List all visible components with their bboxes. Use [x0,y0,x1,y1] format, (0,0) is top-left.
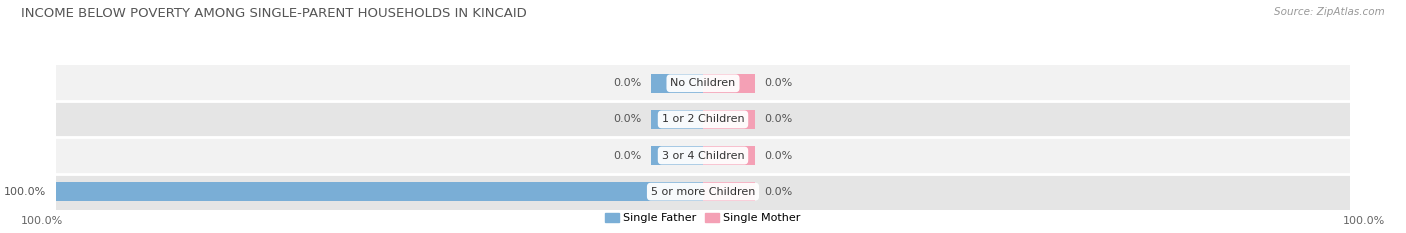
Bar [703,182,755,201]
Text: 1 or 2 Children: 1 or 2 Children [662,114,744,124]
Bar [56,65,1350,101]
Text: Source: ZipAtlas.com: Source: ZipAtlas.com [1274,7,1385,17]
Bar [56,174,1350,210]
Text: 0.0%: 0.0% [765,151,793,161]
Text: 100.0%: 100.0% [4,187,46,197]
Text: 0.0%: 0.0% [765,78,793,88]
Bar [703,110,755,129]
Legend: Single Father, Single Mother: Single Father, Single Mother [600,208,806,227]
Bar [651,146,703,165]
Bar [56,101,1350,137]
Text: 0.0%: 0.0% [765,187,793,197]
Bar [651,110,703,129]
Bar [703,74,755,93]
Bar [651,74,703,93]
Bar [703,146,755,165]
Bar [56,137,1350,174]
Text: INCOME BELOW POVERTY AMONG SINGLE-PARENT HOUSEHOLDS IN KINCAID: INCOME BELOW POVERTY AMONG SINGLE-PARENT… [21,7,527,20]
Text: 100.0%: 100.0% [1343,216,1385,226]
Text: 0.0%: 0.0% [613,151,641,161]
Text: 0.0%: 0.0% [613,78,641,88]
Text: No Children: No Children [671,78,735,88]
Text: 0.0%: 0.0% [613,114,641,124]
Text: 5 or more Children: 5 or more Children [651,187,755,197]
Text: 100.0%: 100.0% [21,216,63,226]
Text: 0.0%: 0.0% [765,114,793,124]
Text: 3 or 4 Children: 3 or 4 Children [662,151,744,161]
Bar [56,182,703,201]
